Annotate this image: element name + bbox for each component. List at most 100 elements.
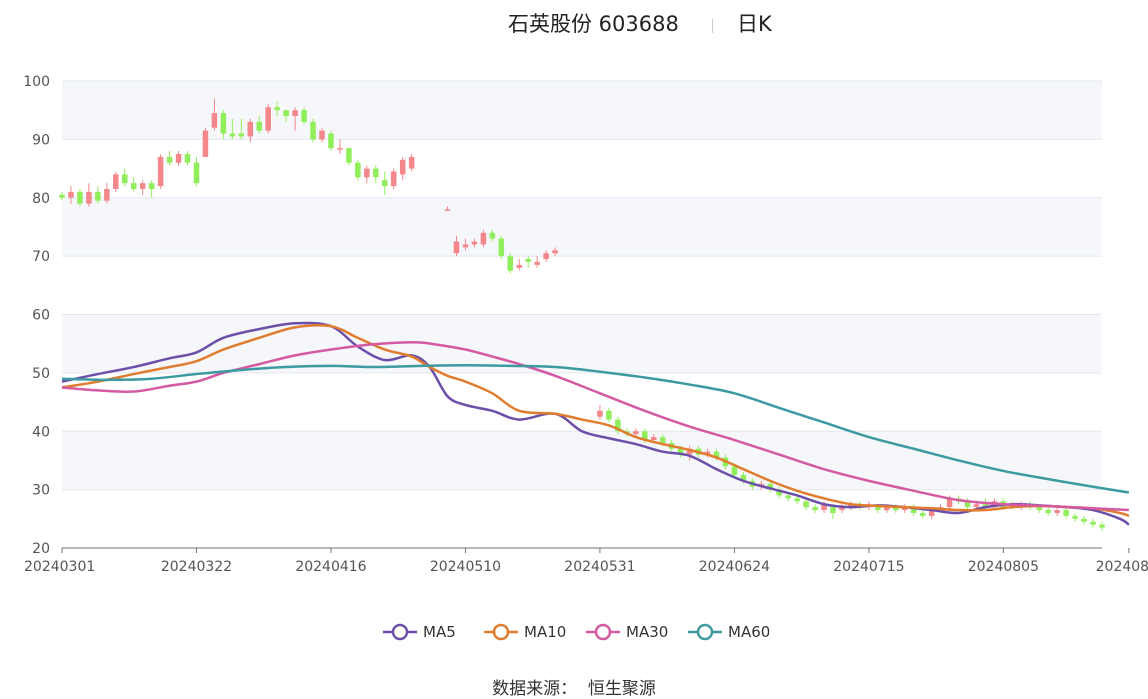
candle-body bbox=[480, 232, 487, 245]
chart-bands bbox=[62, 81, 1102, 490]
candle-body bbox=[839, 507, 845, 511]
y-tick-label: 100 bbox=[23, 74, 50, 90]
candle-body bbox=[642, 431, 648, 441]
stock-name-code: 石英股份 603688 bbox=[508, 12, 679, 36]
candle-body bbox=[390, 171, 397, 187]
candle-body bbox=[1090, 521, 1096, 525]
x-axis: 20240301 20240322 20240416 20240510 20240531… bbox=[24, 547, 1148, 575]
moving-average-lines bbox=[61, 321, 1130, 526]
candle-body bbox=[812, 507, 818, 511]
candle-body bbox=[910, 507, 917, 513]
legend-marker-icon bbox=[586, 623, 620, 641]
candle-body bbox=[525, 259, 531, 262]
legend-item-ma30[interactable]: MA30 bbox=[586, 620, 668, 644]
legend-item-ma5[interactable]: MA5 bbox=[383, 620, 456, 644]
candle-body bbox=[615, 419, 621, 432]
candle-body bbox=[1054, 510, 1060, 513]
candle-body bbox=[830, 507, 836, 513]
candle-body bbox=[68, 191, 74, 198]
candle-body bbox=[704, 451, 711, 455]
candle-body bbox=[346, 148, 352, 163]
candle-body bbox=[193, 162, 200, 184]
y-axis-labels: 100 90 80 70 60 50 40 30 20 bbox=[23, 74, 50, 557]
x-tick-label: 20240301 bbox=[24, 559, 95, 575]
legend-item-ma60[interactable]: MA60 bbox=[688, 620, 770, 644]
candle-body bbox=[507, 256, 514, 271]
candle-body bbox=[104, 188, 110, 201]
candle-body bbox=[157, 156, 164, 187]
x-tick-label: 20240322 bbox=[161, 559, 232, 575]
legend-label: MA10 bbox=[524, 623, 567, 641]
candle-body bbox=[597, 410, 603, 417]
candle-body bbox=[139, 183, 146, 189]
y-tick-label: 70 bbox=[32, 249, 50, 265]
candle-body bbox=[776, 489, 782, 496]
candle-body bbox=[364, 168, 370, 178]
y-tick-label: 50 bbox=[32, 366, 50, 382]
candle-body bbox=[175, 153, 182, 163]
candle-body bbox=[256, 121, 262, 131]
grid-band bbox=[62, 197, 1102, 257]
candle-body bbox=[166, 156, 173, 163]
candle-body bbox=[982, 504, 989, 508]
candle-body bbox=[534, 261, 540, 265]
candle-body bbox=[444, 209, 451, 211]
candle-body bbox=[964, 501, 971, 508]
legend-marker-icon bbox=[383, 623, 417, 641]
candle-body bbox=[893, 507, 899, 511]
candle-body bbox=[686, 448, 693, 455]
candle-body bbox=[884, 507, 890, 511]
y-tick-label: 90 bbox=[32, 132, 50, 148]
legend: MA5 MA10 MA30 MA60 bbox=[0, 620, 1148, 644]
grid-band bbox=[62, 431, 1102, 490]
candle-body bbox=[919, 512, 926, 516]
candle-body bbox=[86, 191, 92, 204]
candle-body bbox=[928, 510, 935, 516]
candle-body bbox=[453, 241, 460, 254]
candle-body bbox=[130, 183, 137, 189]
y-tick-label: 40 bbox=[32, 424, 50, 440]
candle-body bbox=[1045, 510, 1051, 513]
grid-band bbox=[62, 81, 1102, 140]
candle-body bbox=[875, 507, 881, 511]
legend-item-ma10[interactable]: MA10 bbox=[484, 620, 566, 644]
x-tick-label: 20240510 bbox=[430, 559, 501, 575]
candle-body bbox=[489, 232, 496, 239]
candle-body bbox=[543, 253, 549, 260]
candle-body bbox=[95, 191, 101, 201]
y-tick-label: 80 bbox=[32, 191, 50, 207]
candle-body bbox=[731, 466, 738, 476]
x-tick-label: 20240715 bbox=[833, 559, 904, 575]
candle-body bbox=[1099, 524, 1105, 528]
grid-band bbox=[62, 314, 1102, 373]
candles bbox=[59, 98, 1105, 531]
x-tick-label: 20240823 bbox=[1096, 559, 1148, 575]
candle-body bbox=[283, 110, 289, 117]
candle-body bbox=[677, 448, 684, 455]
x-tick-label: 20240624 bbox=[699, 559, 770, 575]
candle-body bbox=[1036, 507, 1042, 511]
candle-body bbox=[785, 495, 791, 499]
candle-body bbox=[946, 498, 953, 508]
candle-body bbox=[265, 107, 271, 131]
y-tick-label: 60 bbox=[32, 308, 50, 324]
candle-body bbox=[408, 156, 415, 169]
ma-line-ma60 bbox=[61, 364, 1130, 494]
gridlines bbox=[62, 80, 1102, 491]
candle-body bbox=[355, 162, 361, 178]
candle-body bbox=[471, 241, 478, 245]
candle-body bbox=[229, 133, 236, 137]
candle-body bbox=[382, 180, 388, 187]
y-tick-label: 30 bbox=[32, 483, 50, 499]
candle-body bbox=[516, 264, 522, 268]
x-tick-label: 20240416 bbox=[295, 559, 366, 575]
candle-body bbox=[803, 501, 809, 508]
candle-body bbox=[1081, 518, 1087, 522]
ma-line-ma10 bbox=[61, 324, 1130, 518]
candle-body bbox=[220, 113, 227, 134]
legend-label: MA30 bbox=[626, 623, 669, 641]
candle-body bbox=[337, 148, 343, 150]
candle-body bbox=[148, 183, 155, 189]
x-tick-label: 20240531 bbox=[564, 559, 635, 575]
